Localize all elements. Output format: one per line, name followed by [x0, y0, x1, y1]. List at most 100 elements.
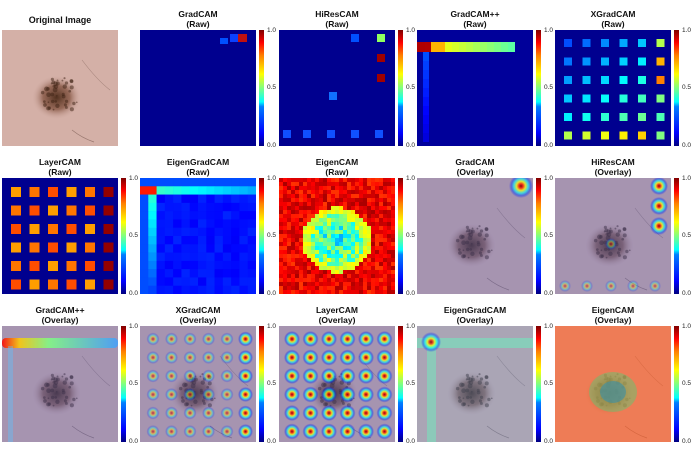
heat-cell	[656, 76, 665, 84]
heat-cell	[331, 182, 336, 187]
heat-cell	[355, 206, 360, 211]
lesion-dot	[608, 229, 613, 234]
heat-cell	[331, 250, 336, 255]
colormap-tint	[555, 178, 671, 294]
heat-cell	[327, 234, 332, 239]
heat-cell	[375, 230, 380, 235]
heat-cell	[247, 219, 256, 229]
heat-cell	[164, 178, 174, 187]
heat-cell	[323, 254, 328, 259]
heat-cell	[564, 57, 572, 66]
lesion-dot	[465, 373, 469, 377]
heat-cell	[283, 258, 288, 263]
heat-spot	[202, 406, 215, 420]
heat-cell	[181, 227, 191, 237]
heat-cell	[307, 202, 312, 207]
panel-title-method: LayerCAM	[315, 305, 359, 315]
heatmap-image	[140, 178, 256, 294]
heat-cell	[331, 238, 336, 243]
heat-band	[8, 346, 13, 442]
heat-cell	[307, 290, 312, 294]
heat-cell	[347, 258, 352, 263]
colorbar-tick-label: 1.0	[682, 323, 692, 330]
lesion-dot	[467, 380, 471, 384]
heat-cell	[279, 178, 284, 183]
heat-cell	[291, 206, 296, 211]
heat-cell	[295, 178, 300, 183]
heatmap-image	[417, 30, 533, 146]
hair-strand	[81, 59, 111, 91]
heat-spot	[284, 368, 300, 384]
heat-cell	[335, 242, 340, 247]
heat-cell	[335, 210, 340, 215]
heat-cell	[379, 238, 384, 243]
heat-cell	[311, 270, 316, 275]
lesion-dot	[487, 249, 491, 254]
heat-cell	[303, 130, 311, 138]
heat-cell	[299, 222, 304, 227]
heat-cell	[287, 290, 292, 294]
heat-cell	[564, 39, 572, 47]
heat-cell	[307, 270, 312, 275]
heat-cell	[311, 210, 316, 215]
heat-cell	[319, 270, 324, 275]
heat-band	[417, 338, 533, 348]
heat-cell	[319, 182, 324, 187]
heat-cell	[307, 198, 312, 203]
heat-cell	[247, 285, 256, 294]
heat-cell	[335, 246, 340, 251]
heat-cell	[359, 226, 364, 231]
heat-cell	[371, 230, 376, 235]
heat-cell	[387, 206, 392, 211]
heat-spot	[183, 388, 197, 401]
heat-cell	[359, 218, 364, 223]
lesion-dot	[207, 403, 212, 408]
panel-title: XGradCAM (Overlay)	[140, 305, 256, 325]
heat-cell	[363, 194, 368, 199]
lesion-dot	[47, 402, 52, 406]
lesion-dot	[617, 229, 622, 233]
panel-title-mode: (Raw)	[48, 167, 72, 177]
lesion-dot	[457, 248, 461, 251]
heat-cell	[379, 194, 384, 199]
lesion-dot	[622, 233, 627, 238]
heat-cell	[335, 194, 340, 199]
heat-cell	[363, 218, 368, 223]
heat-cell	[307, 254, 312, 259]
heat-cell	[343, 226, 348, 231]
lesion-dot	[56, 375, 59, 378]
heat-cell	[331, 190, 336, 195]
panel-title: LayerCAM (Raw)	[2, 157, 118, 177]
heat-cell	[371, 214, 376, 219]
heat-cell	[327, 270, 332, 275]
heat-cell	[247, 178, 256, 187]
heat-spot	[339, 405, 356, 421]
heat-cell	[214, 244, 224, 253]
heat-cell	[307, 222, 312, 227]
heat-cell	[355, 218, 360, 223]
heat-cell	[198, 252, 207, 262]
heat-cell	[339, 286, 344, 291]
panel-title-mode: (Overlay)	[456, 167, 494, 177]
heat-cell	[351, 254, 356, 259]
heat-cell	[173, 178, 182, 187]
heat-cell	[327, 266, 332, 271]
heat-cell	[148, 244, 157, 253]
heat-cell	[189, 244, 199, 253]
heat-cell	[375, 254, 380, 259]
colorbar-tick-label: 0.5	[406, 232, 416, 239]
heat-cell	[331, 206, 336, 211]
heat-cell	[295, 262, 300, 267]
heat-cell	[231, 236, 240, 245]
heat-cell	[391, 194, 395, 199]
heat-cell	[387, 214, 392, 219]
heat-cell	[303, 222, 308, 227]
heat-cell	[379, 266, 384, 271]
heatmap-image	[2, 178, 118, 294]
heat-cell	[323, 186, 328, 191]
colorbar	[536, 326, 541, 442]
heat-cell	[311, 218, 316, 223]
heat-cell	[315, 198, 320, 203]
heat-cell	[307, 282, 312, 287]
lesion-dot	[40, 386, 45, 391]
